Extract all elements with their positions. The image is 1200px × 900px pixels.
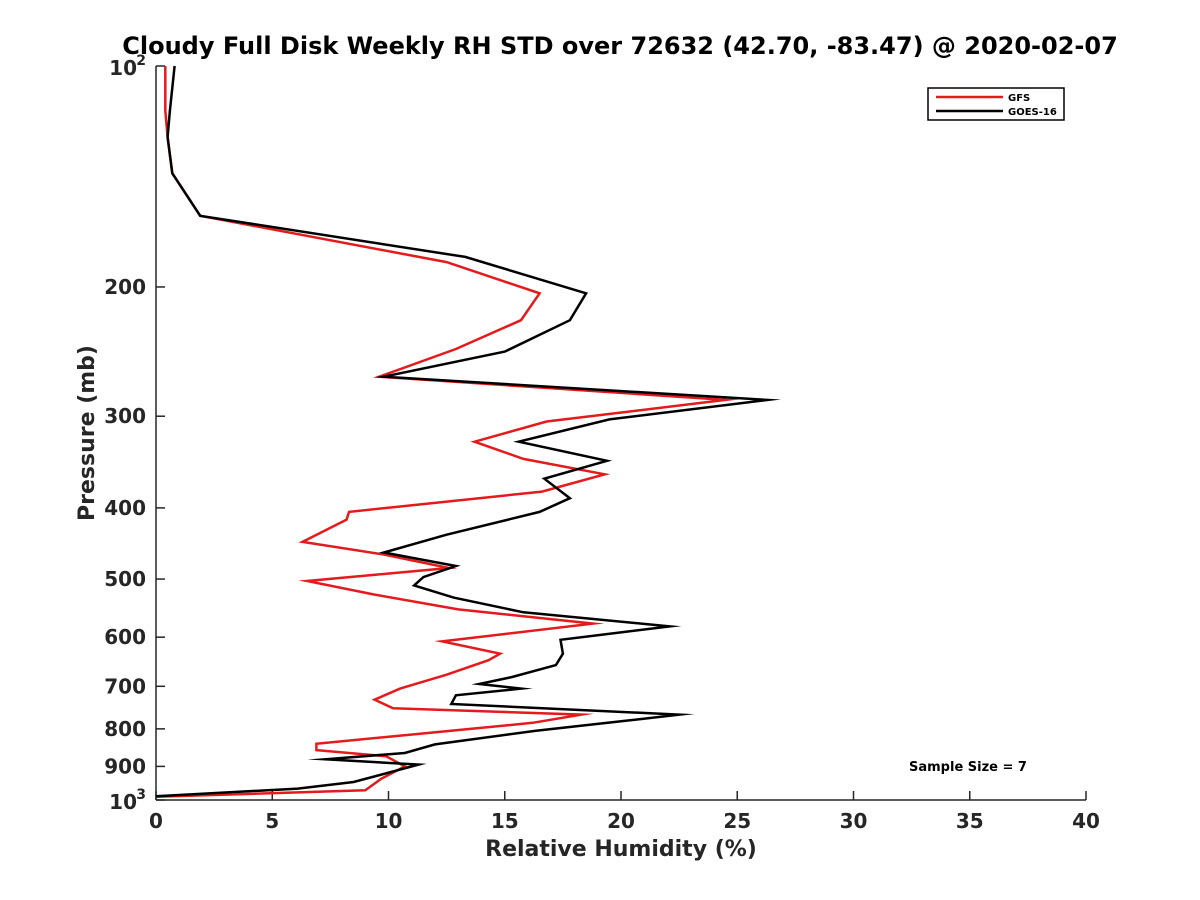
- y-tick-label-power: 210: [109, 53, 146, 80]
- x-tick-label: 15: [491, 809, 519, 833]
- axes: [155, 66, 1086, 801]
- y-tick-label-power: 310: [109, 787, 146, 814]
- y-tick-label: 300: [104, 404, 146, 428]
- legend-label: GOES-16: [1008, 107, 1057, 118]
- x-tick-label: 30: [840, 809, 868, 833]
- x-tick-label: 25: [723, 809, 751, 833]
- x-ticks: 0 5 10 15 20 25 30 35 40: [149, 791, 1100, 833]
- x-tick-label: 20: [607, 809, 635, 833]
- y-tick-label: 700: [104, 674, 146, 698]
- x-tick-label: 35: [956, 809, 984, 833]
- legend: GFS GOES-16: [927, 87, 1065, 121]
- y-tick-base: 10: [109, 790, 137, 814]
- x-tick-label: 40: [1072, 809, 1100, 833]
- y-tick-label: 600: [104, 625, 146, 649]
- chart-title: Cloudy Full Disk Weekly RH STD over 7263…: [122, 32, 1118, 60]
- x-tick-label: 5: [265, 809, 279, 833]
- series-line-gfs: [155, 66, 739, 799]
- y-tick-label: 900: [104, 754, 146, 778]
- y-axis-label: Pressure (mb): [75, 345, 100, 521]
- y-tick-label: 200: [104, 275, 146, 299]
- y-tick-base: 10: [109, 56, 137, 80]
- y-tick-label: 800: [104, 717, 146, 741]
- legend-label: GFS: [1008, 93, 1030, 104]
- legend-box: [927, 87, 1065, 121]
- sample-size-annotation: Sample Size = 7: [909, 760, 1027, 775]
- x-tick-label: 0: [149, 809, 163, 833]
- series-layer: [155, 65, 782, 799]
- y-tick-exponent: 3: [136, 787, 146, 803]
- series-line-goes-16: [155, 65, 782, 798]
- y-tick-label: 500: [104, 567, 146, 591]
- y-tick-label: 400: [104, 496, 146, 520]
- y-tick-exponent: 2: [136, 53, 146, 69]
- x-tick-label: 10: [375, 809, 403, 833]
- x-axis-label: Relative Humidity (%): [485, 837, 757, 862]
